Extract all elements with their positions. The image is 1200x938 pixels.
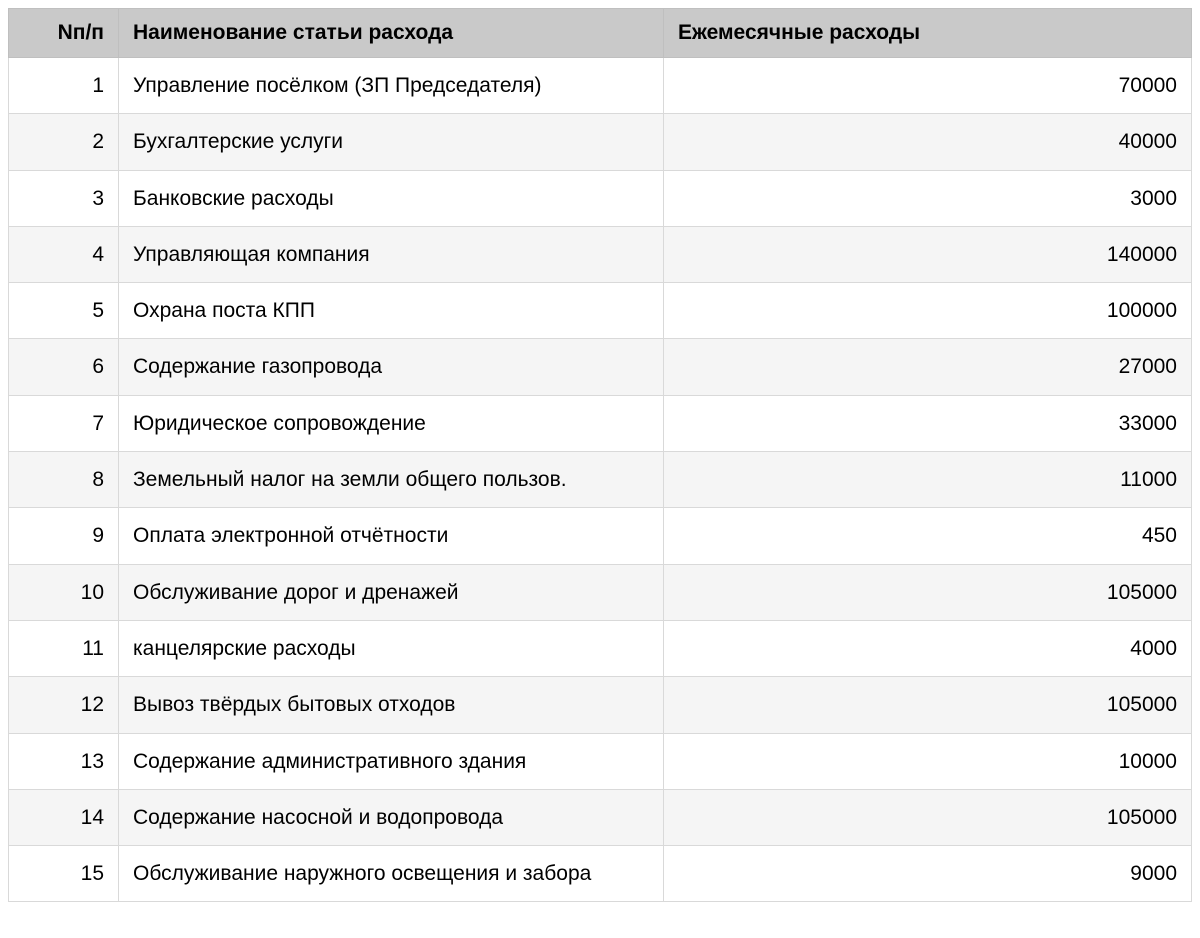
- cell-amount: 105000: [664, 564, 1192, 620]
- cell-name: Содержание административного здания: [119, 733, 664, 789]
- cell-name: Управляющая компания: [119, 226, 664, 282]
- cell-number: 13: [9, 733, 119, 789]
- cell-number: 14: [9, 789, 119, 845]
- cell-number: 10: [9, 564, 119, 620]
- cell-number: 1: [9, 58, 119, 114]
- table-row: 9 Оплата электронной отчётности 450: [9, 508, 1192, 564]
- cell-amount: 40000: [664, 114, 1192, 170]
- cell-amount: 100000: [664, 283, 1192, 339]
- cell-amount: 4000: [664, 620, 1192, 676]
- table-row: 5 Охрана поста КПП 100000: [9, 283, 1192, 339]
- expenses-table: Nп/п Наименование статьи расхода Ежемеся…: [8, 8, 1192, 902]
- cell-amount: 11000: [664, 452, 1192, 508]
- cell-number: 11: [9, 620, 119, 676]
- table-row: 3 Банковские расходы 3000: [9, 170, 1192, 226]
- table-row: 7 Юридическое сопровождение 33000: [9, 395, 1192, 451]
- table-body: 1 Управление посёлком (ЗП Председателя) …: [9, 58, 1192, 902]
- cell-number: 3: [9, 170, 119, 226]
- table-row: 2 Бухгалтерские услуги 40000: [9, 114, 1192, 170]
- table-row: 8 Земельный налог на земли общего пользо…: [9, 452, 1192, 508]
- cell-name: Вывоз твёрдых бытовых отходов: [119, 677, 664, 733]
- cell-number: 15: [9, 846, 119, 902]
- cell-name: Обслуживание наружного освещения и забор…: [119, 846, 664, 902]
- cell-amount: 450: [664, 508, 1192, 564]
- cell-number: 4: [9, 226, 119, 282]
- cell-name: Бухгалтерские услуги: [119, 114, 664, 170]
- cell-number: 8: [9, 452, 119, 508]
- col-header-number: Nп/п: [9, 9, 119, 58]
- col-header-amount: Ежемесячные расходы: [664, 9, 1192, 58]
- table-row: 6 Содержание газопровода 27000: [9, 339, 1192, 395]
- cell-number: 6: [9, 339, 119, 395]
- table-row: 10 Обслуживание дорог и дренажей 105000: [9, 564, 1192, 620]
- cell-name: Юридическое сопровождение: [119, 395, 664, 451]
- table-row: 1 Управление посёлком (ЗП Председателя) …: [9, 58, 1192, 114]
- cell-amount: 3000: [664, 170, 1192, 226]
- cell-amount: 140000: [664, 226, 1192, 282]
- cell-amount: 33000: [664, 395, 1192, 451]
- table-row: 11 канцелярские расходы 4000: [9, 620, 1192, 676]
- cell-amount: 105000: [664, 789, 1192, 845]
- cell-name: Обслуживание дорог и дренажей: [119, 564, 664, 620]
- cell-amount: 70000: [664, 58, 1192, 114]
- cell-number: 9: [9, 508, 119, 564]
- col-header-name: Наименование статьи расхода: [119, 9, 664, 58]
- table-row: 15 Обслуживание наружного освещения и за…: [9, 846, 1192, 902]
- table-row: 14 Содержание насосной и водопровода 105…: [9, 789, 1192, 845]
- table-row: 4 Управляющая компания 140000: [9, 226, 1192, 282]
- table-row: 13 Содержание административного здания 1…: [9, 733, 1192, 789]
- cell-name: Содержание насосной и водопровода: [119, 789, 664, 845]
- cell-name: Оплата электронной отчётности: [119, 508, 664, 564]
- cell-amount: 27000: [664, 339, 1192, 395]
- cell-number: 2: [9, 114, 119, 170]
- cell-name: Банковские расходы: [119, 170, 664, 226]
- cell-name: канцелярские расходы: [119, 620, 664, 676]
- cell-number: 7: [9, 395, 119, 451]
- cell-amount: 9000: [664, 846, 1192, 902]
- cell-amount: 105000: [664, 677, 1192, 733]
- cell-name: Земельный налог на земли общего пользов.: [119, 452, 664, 508]
- cell-name: Охрана поста КПП: [119, 283, 664, 339]
- cell-amount: 10000: [664, 733, 1192, 789]
- table-row: 12 Вывоз твёрдых бытовых отходов 105000: [9, 677, 1192, 733]
- cell-number: 12: [9, 677, 119, 733]
- cell-name: Содержание газопровода: [119, 339, 664, 395]
- cell-name: Управление посёлком (ЗП Председателя): [119, 58, 664, 114]
- cell-number: 5: [9, 283, 119, 339]
- table-header-row: Nп/п Наименование статьи расхода Ежемеся…: [9, 9, 1192, 58]
